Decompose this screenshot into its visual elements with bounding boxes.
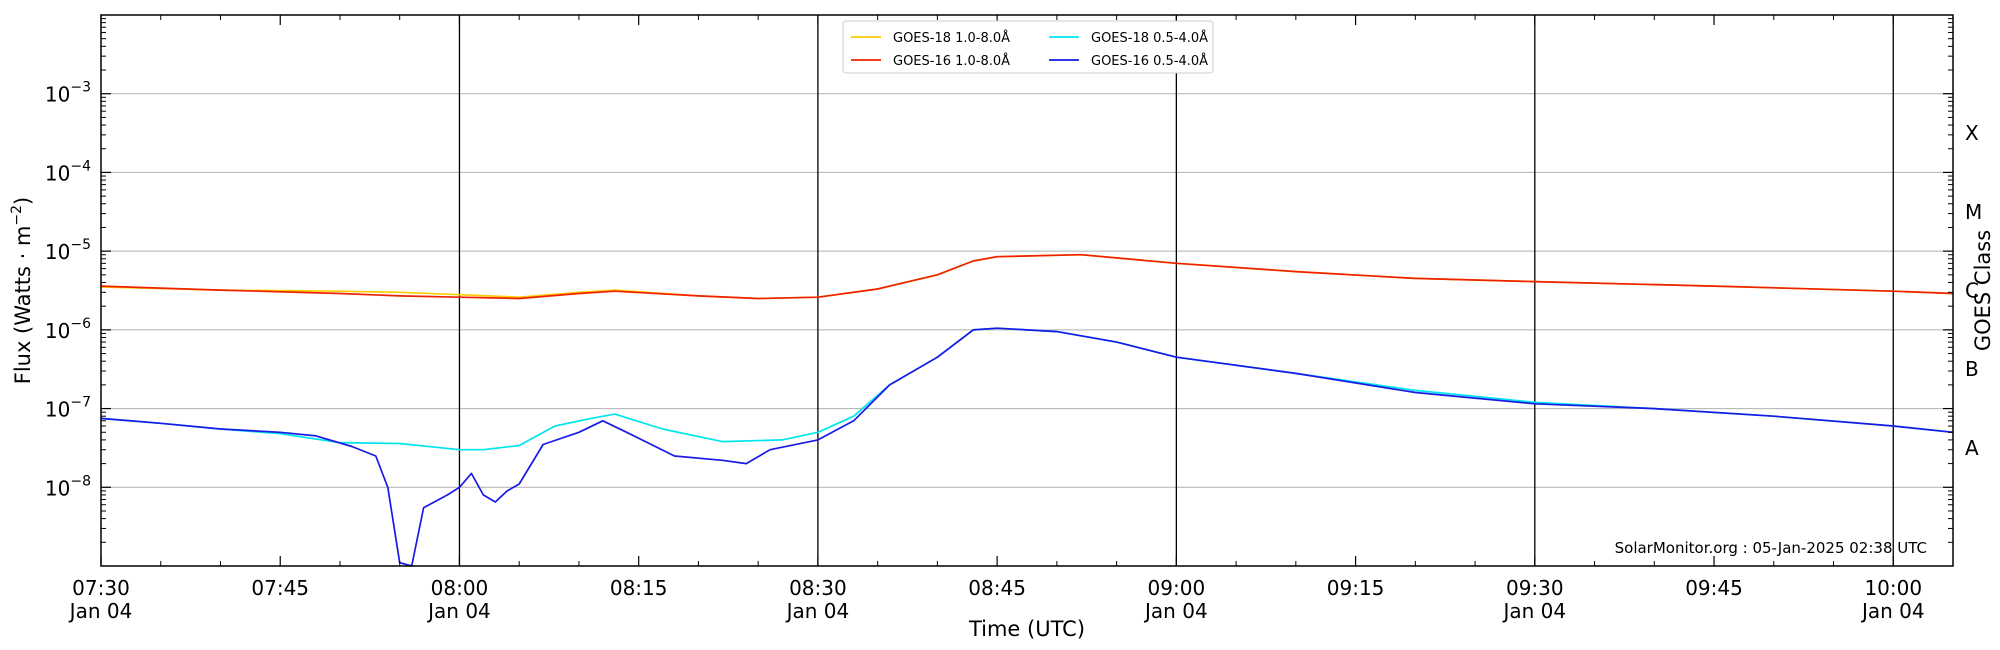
credit-text: SolarMonitor.org : 05-Jan-2025 02:38 UTC <box>1615 539 1927 557</box>
series-line <box>100 327 1954 567</box>
y-tick-base: 10 <box>45 319 70 343</box>
legend: GOES-18 1.0-8.0Å GOES-16 1.0-8.0Å GOES-18 … <box>842 20 1214 74</box>
goes-class-label: X <box>1965 121 1979 145</box>
x-tick-label: 10:00 <box>1864 576 1922 600</box>
legend-entry-label: GOES-16 0.5-4.0Å <box>1091 53 1208 69</box>
goes-class-label: A <box>1965 436 1979 460</box>
x-axis-title: Time (UTC) <box>968 617 1085 641</box>
legend-box <box>842 20 1214 74</box>
x-tick-label: 07:30 <box>72 576 130 600</box>
x-tick-date-label: Jan 04 <box>1501 599 1566 623</box>
goes-class-label: M <box>1965 200 1982 224</box>
legend-entry-label: GOES-18 1.0-8.0Å <box>893 30 1010 46</box>
y-tick-label: 10−7 <box>45 395 91 422</box>
y-axis-title: Flux (Watts · m−2) <box>9 197 35 385</box>
x-tick-label: 07:45 <box>251 576 309 600</box>
series-layer <box>100 253 1954 567</box>
x-tick-date-label: Jan 04 <box>785 599 850 623</box>
y-tick-exponent: −8 <box>70 473 91 489</box>
plot-frame <box>100 14 1954 567</box>
x-tick-label: 09:00 <box>1148 576 1206 600</box>
y-tick-base: 10 <box>45 161 70 185</box>
x-tick-label: 09:15 <box>1327 576 1385 600</box>
y-axis-title-exponent: −2 <box>9 205 25 226</box>
x-tick-label: 09:30 <box>1506 576 1564 600</box>
x-tick-date-label: Jan 04 <box>68 599 133 623</box>
y-tick-base: 10 <box>45 476 70 500</box>
x-tick-label: 08:30 <box>789 576 847 600</box>
y-tick-base: 10 <box>45 240 70 264</box>
y-tick-label: 10−4 <box>45 158 91 185</box>
y-tick-label: 10−8 <box>45 473 91 500</box>
y-tick-base: 10 <box>45 83 70 107</box>
y-tick-exponent: −4 <box>70 158 91 174</box>
x-tick-label: 08:00 <box>431 576 489 600</box>
x-tick-date-label: Jan 04 <box>1143 599 1208 623</box>
y-tick-exponent: −5 <box>70 237 91 253</box>
goes-class-label: C <box>1965 279 1979 303</box>
y-tick-label: 10−5 <box>45 237 91 264</box>
y-axis-title-main: Flux (Watts · m <box>11 226 35 385</box>
x-tick-label: 08:45 <box>968 576 1026 600</box>
right-axis-title: GOES Class <box>1971 230 1995 351</box>
y-tick-exponent: −3 <box>70 80 91 96</box>
series-line <box>100 253 1954 300</box>
legend-entry-label: GOES-18 0.5-4.0Å <box>1091 30 1208 46</box>
series-line <box>100 327 1954 451</box>
y-tick-exponent: −7 <box>70 395 91 411</box>
x-tick-label: 08:15 <box>610 576 668 600</box>
y-tick-base: 10 <box>45 398 70 422</box>
x-tick-date-label: Jan 04 <box>1860 599 1925 623</box>
y-axis-title-close: ) <box>11 197 35 205</box>
y-tick-exponent: −6 <box>70 316 91 332</box>
goes-class-label: B <box>1965 357 1979 381</box>
x-tick-date-label: Jan 04 <box>426 599 491 623</box>
legend-entry-label: GOES-16 1.0-8.0Å <box>893 53 1010 69</box>
x-tick-label: 09:45 <box>1685 576 1743 600</box>
y-tick-label: 10−6 <box>45 316 91 343</box>
y-tick-label: 10−3 <box>45 80 91 107</box>
